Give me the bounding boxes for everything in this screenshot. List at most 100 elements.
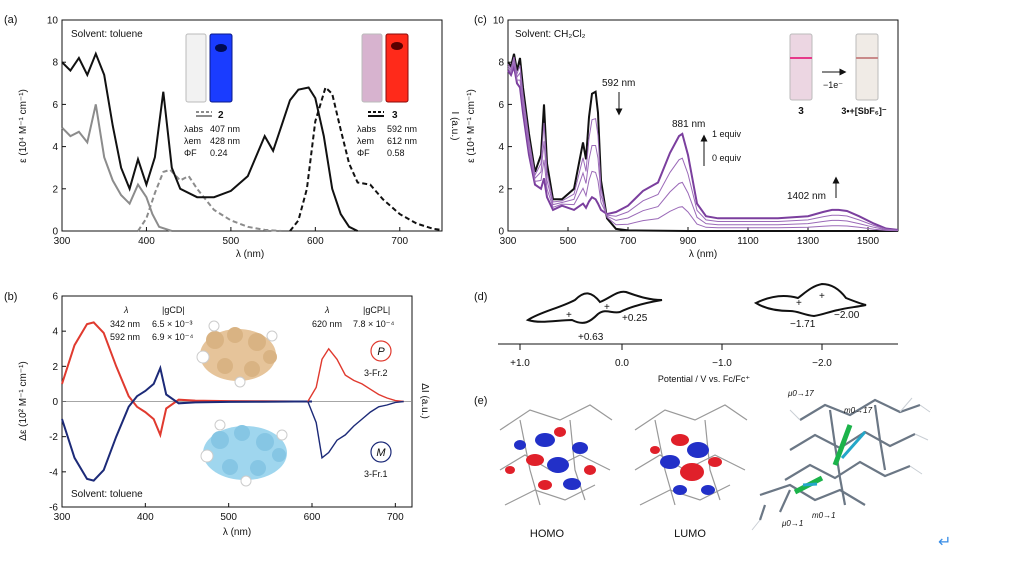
m-0-1-vector [802, 482, 818, 487]
panel-a-ticks: 300 400 500 600 700 0 2 4 6 8 10 [47, 16, 409, 248]
panel-d: (d) + + +0.63 +0.25 + + −1.71 −2.00 +1.0… [474, 282, 898, 384]
y-tick-label: 4 [498, 142, 504, 153]
panel-b: (b) Solvent: toluene λ (nm) Δε (10² M⁻¹ … [4, 291, 430, 538]
cv-e2: +0.25 [622, 313, 648, 324]
cd-row1-g: 6.5 × 10⁻³ [152, 319, 193, 329]
y-tick-label: 2 [498, 184, 504, 195]
y-tick-label: 6 [52, 100, 58, 111]
molecule-model-p [196, 320, 278, 388]
homo-orbital-image [490, 395, 616, 523]
vial-2-uv [209, 33, 233, 103]
series-b-m-cpl [307, 400, 404, 460]
y-tick-label: 0 [52, 227, 58, 238]
series-c-intermediate [507, 63, 899, 231]
cv-plus-2: + [604, 302, 610, 313]
lumo-orbital-image [625, 395, 751, 523]
cv-oxidation-wave [525, 290, 663, 324]
x-tick-label: 400 [138, 236, 155, 247]
cd-header-lambda: λ [123, 305, 128, 315]
cv-tick-label: 0.0 [615, 358, 629, 369]
series-c-1-equiv [507, 62, 899, 231]
c2-phi-value: 0.24 [210, 148, 228, 158]
panel-b-label: (b) [4, 291, 17, 303]
c2-abs-value: 407 nm [210, 124, 240, 134]
vial-2-daylight [185, 33, 207, 103]
panel-c: (c) Solvent: CH₂Cl₂ λ (nm) ε (10⁴ M⁻¹ cm… [466, 14, 899, 260]
compound-3-label: 3 [392, 110, 398, 121]
y-tick-label: -2 [49, 432, 58, 443]
oxidation-label: −1e⁻ [823, 80, 843, 90]
molecule-model-m [200, 419, 288, 487]
x-tick-label: 700 [391, 236, 408, 247]
y-tick-label: 8 [498, 58, 504, 69]
cpl-header-g: |gCPL| [363, 305, 390, 315]
cd-header-g: |gCD| [162, 305, 185, 315]
m-helix-label: M [376, 447, 386, 459]
panel-a-xlabel: λ (nm) [236, 249, 264, 260]
m-0-17-label: m0→17 [844, 406, 873, 415]
cv-ticks: +1.0 0.0 −1.0 −2.0 [510, 344, 832, 369]
m-0-17-vector [840, 431, 867, 459]
panel-b-xlabel: λ (nm) [223, 527, 251, 538]
panel-a-ylabel: ε (10⁴ M⁻¹ cm⁻¹) [18, 89, 29, 163]
series-a-2-absorption [61, 104, 173, 232]
p-helix-icon [370, 340, 392, 362]
c3-em-value: 612 nm [387, 136, 417, 146]
panel-d-label: (d) [474, 291, 487, 303]
cd-row2-lambda: 592 nm [110, 332, 140, 342]
c3-phi-label: ΦF [357, 148, 370, 158]
x-tick-label: 1100 [737, 236, 759, 247]
panel-a-series [61, 51, 443, 232]
panel-a-solvent: Solvent: toluene [71, 29, 143, 40]
y-tick-label: 8 [52, 58, 58, 69]
vial-neutral [789, 33, 813, 101]
cv-tick-label: +1.0 [510, 358, 530, 369]
c3-abs-label: λabs [357, 124, 377, 134]
p-fraction-label: 3-Fr.2 [364, 368, 388, 378]
series-a-3-emission [289, 85, 443, 232]
series-b-p-cpl [307, 347, 404, 403]
x-tick-label: 400 [137, 512, 154, 523]
panel-c-series [507, 53, 899, 232]
y-tick-label: 2 [52, 184, 58, 195]
cv-e3: −1.71 [790, 319, 816, 330]
vial-3-uv-cap [391, 42, 403, 50]
x-tick-label: 300 [500, 236, 517, 247]
x-tick-label: 1500 [857, 236, 880, 247]
x-tick-label: 1300 [797, 236, 820, 247]
cv-xlabel: Potential / V vs. Fc/Fc⁺ [658, 374, 751, 384]
c3-em-label: λem [357, 136, 374, 146]
c2-em-label: λem [184, 136, 201, 146]
y-tick-label: 0 [52, 397, 58, 408]
series-c-intermediate [507, 56, 899, 232]
mu-0-17-label: μ0→17 [787, 389, 814, 398]
y-tick-label: 4 [52, 142, 58, 153]
peak-881-label: 881 nm [672, 119, 705, 130]
panel-c-ylabel: ε (10⁴ M⁻¹ cm⁻¹) [466, 89, 477, 163]
cd-row2-g: 6.9 × 10⁻⁴ [152, 332, 194, 342]
vial-cation-label: 3•+[SbF₆]⁻ [841, 106, 886, 116]
cd-row1-lambda: 342 nm [110, 319, 140, 329]
panel-a-label: (a) [4, 14, 17, 26]
c2-phi-label: ΦF [184, 148, 197, 158]
c2-abs-label: λabs [184, 124, 204, 134]
series-a-3-absorption [61, 51, 359, 232]
y-tick-label: -4 [49, 467, 58, 478]
panel-a-ylabel-right: I (a.u.) [449, 112, 460, 141]
series-b-m-cd [61, 364, 312, 482]
panel-a-frame [61, 19, 443, 232]
y-tick-label: 10 [47, 16, 59, 27]
y-tick-label: 4 [52, 327, 58, 338]
lumo-label: LUMO [674, 528, 706, 540]
y-tick-label: 6 [52, 292, 58, 303]
return-icon: ↵ [938, 532, 951, 551]
x-tick-label: 500 [560, 236, 577, 247]
mu-0-17-vector [832, 424, 853, 466]
peak-1402-label: 1402 nm [787, 191, 826, 202]
peak-592-label: 592 nm [602, 78, 635, 89]
cpl-row1-g: 7.8 × 10⁻⁴ [353, 319, 395, 329]
panel-e: (e) HOMO [474, 389, 931, 540]
cv-plus-1: + [566, 310, 572, 321]
series-a-2-emission [137, 168, 282, 232]
